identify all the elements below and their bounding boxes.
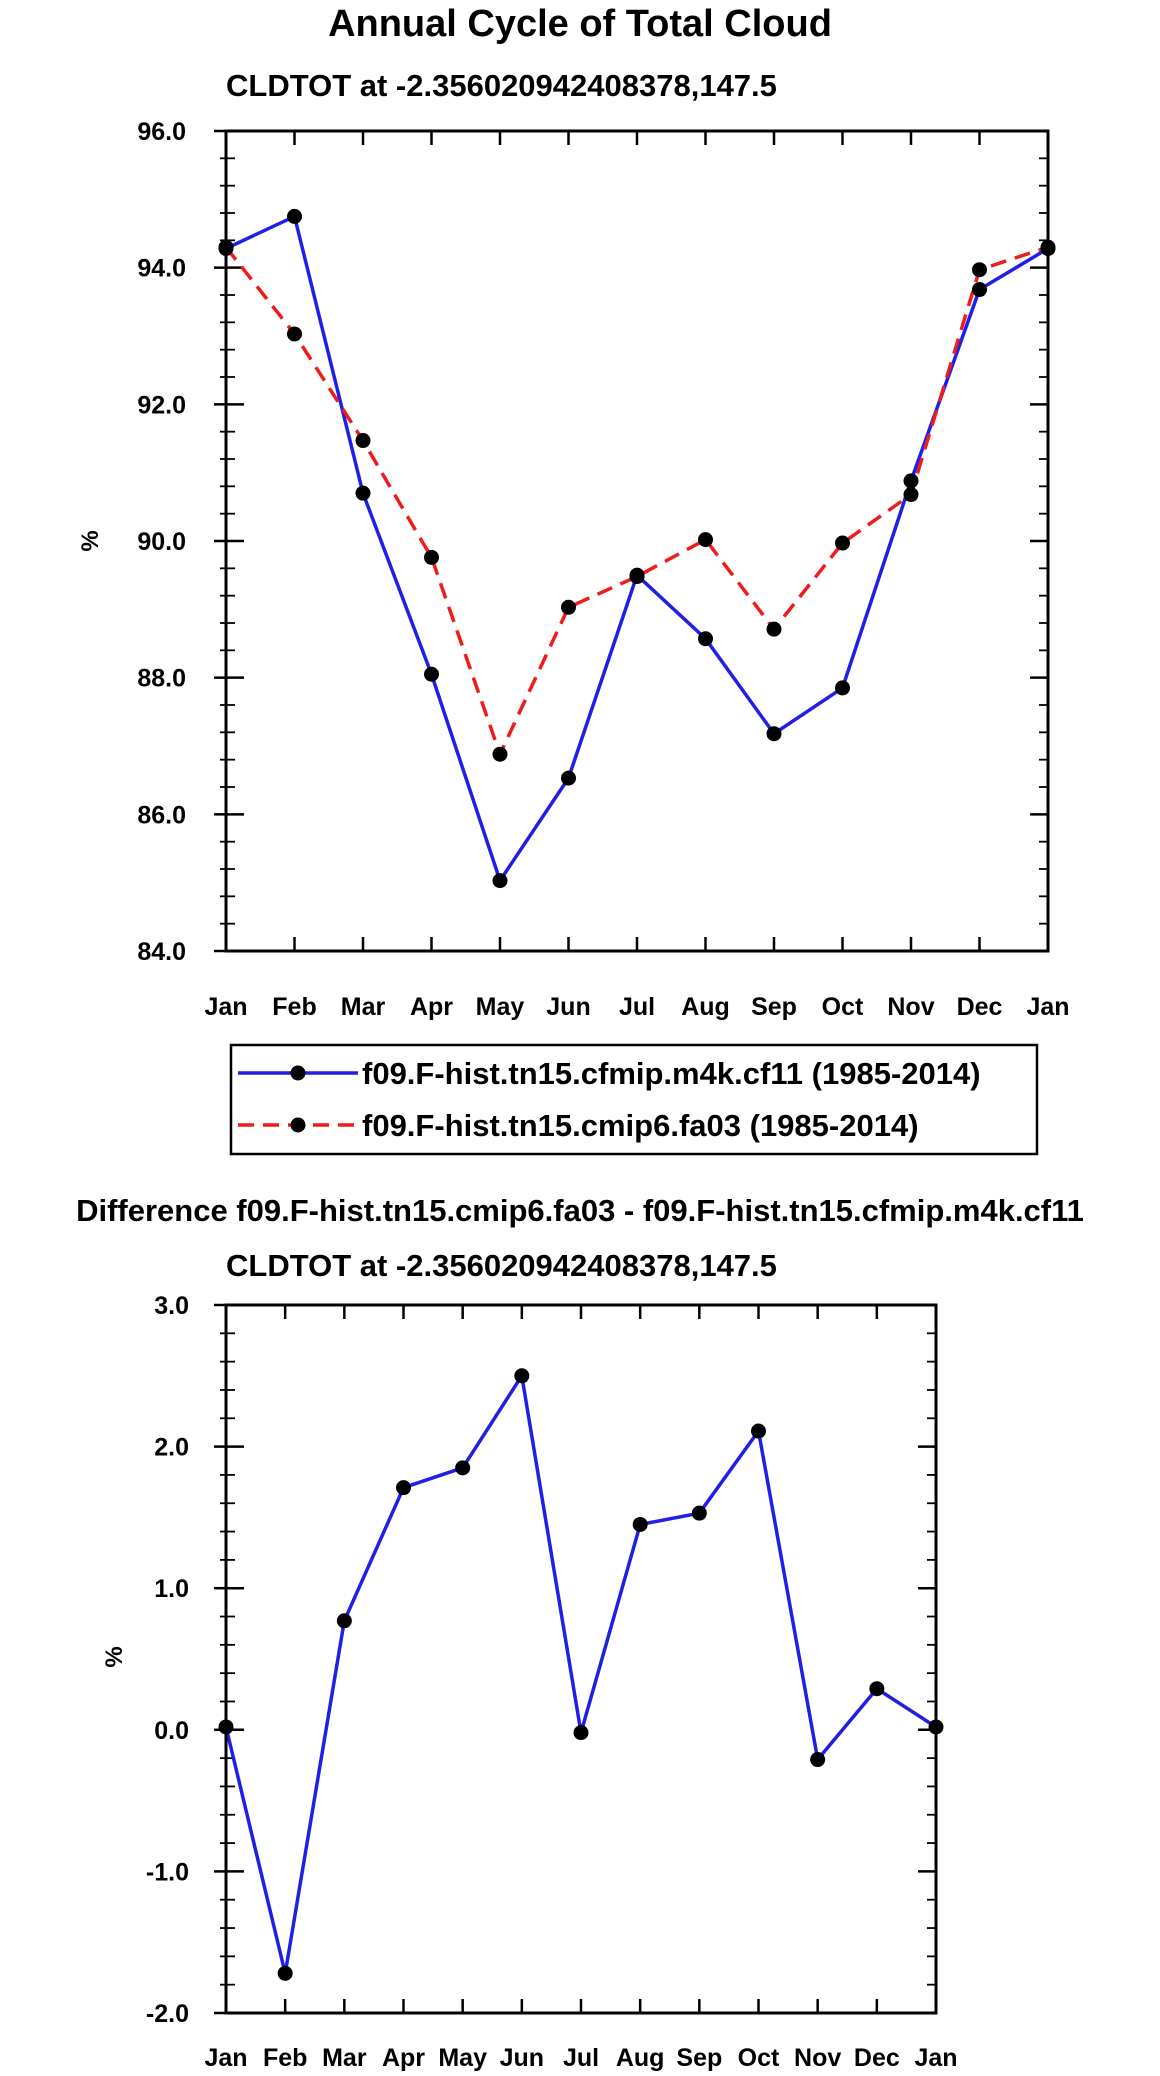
data-point-0-4 <box>455 1460 471 1476</box>
legend-entry-model-m4k: f09.F-hist.tn15.cfmip.m4k.cf11 (1985-201… <box>362 1056 981 1091</box>
x-tick-label: Feb <box>272 993 316 1021</box>
data-point-1-8 <box>766 621 782 637</box>
data-point-1-11 <box>972 262 987 278</box>
x-tick-label: Jul <box>563 2044 599 2072</box>
data-point-0-5 <box>514 1368 530 1384</box>
data-point-0-10 <box>810 1752 826 1768</box>
y-axis-label: % <box>77 530 104 551</box>
x-tick-label: Apr <box>410 993 453 1021</box>
series-line-0 <box>224 1374 937 1976</box>
y-tick-label: 0.0 <box>154 1717 189 1745</box>
data-point-0-11 <box>972 282 987 298</box>
data-point-1-1 <box>287 326 302 342</box>
y-tick-label: 84.0 <box>137 938 186 966</box>
legend-marker-model-m4k <box>290 1065 306 1081</box>
y-tick-label: 3.0 <box>154 1292 189 1320</box>
data-point-1-7 <box>698 532 713 548</box>
x-tick-label: Feb <box>263 2044 307 2072</box>
data-point-0-2 <box>336 1613 352 1629</box>
x-tick-label: Mar <box>322 2044 367 2072</box>
legend-box <box>229 1043 1039 1156</box>
data-point-0-9 <box>751 1423 766 1439</box>
data-point-1-10 <box>903 487 919 503</box>
difference-title: Difference f09.F-hist.tn15.cmip6.fa03 - … <box>76 1193 1084 1228</box>
data-point-1-5 <box>561 599 576 615</box>
y-axis-label: % <box>101 1646 128 1667</box>
data-point-1-2 <box>355 433 371 449</box>
data-point-1-9 <box>835 535 850 551</box>
data-point-0-11 <box>869 1681 885 1697</box>
x-tick-label: Aug <box>681 993 730 1021</box>
y-tick-label: -2.0 <box>146 2000 189 2028</box>
y-tick-label: 90.0 <box>137 528 186 556</box>
data-point-0-3 <box>424 666 439 682</box>
chart-title: Annual Cycle of Total Cloud <box>328 3 832 45</box>
data-point-0-6 <box>573 1725 589 1741</box>
x-tick-label: Dec <box>854 2044 900 2072</box>
x-tick-label: Jun <box>500 2044 544 2072</box>
x-tick-label: Jul <box>619 993 655 1021</box>
data-point-0-7 <box>698 631 713 647</box>
plot-frame <box>224 129 1050 953</box>
x-tick-label: May <box>438 2044 487 2072</box>
y-tick-label: 86.0 <box>137 801 186 829</box>
axis-ticks <box>214 1303 938 2015</box>
difference-chart: Difference f09.F-hist.tn15.cmip6.fa03 - … <box>76 1193 1084 2072</box>
series-group <box>218 1368 944 1981</box>
data-point-0-10 <box>903 473 919 489</box>
x-tick-label: Nov <box>887 993 934 1021</box>
x-tick-label: Oct <box>822 993 864 1021</box>
x-tick-label: Jun <box>546 993 590 1021</box>
plot-frame <box>224 1303 938 2015</box>
axis-ticks <box>214 129 1050 953</box>
data-point-0-4 <box>492 873 508 889</box>
tick-labels: Jan Feb Mar Apr May Jun Jul Aug Sep Oct Nov Dec Jan-… <box>146 1292 958 2072</box>
data-point-1-3 <box>424 549 439 565</box>
y-tick-label: 94.0 <box>137 255 186 283</box>
y-tick-label: 92.0 <box>137 391 186 419</box>
data-point-0-7 <box>632 1516 648 1532</box>
legend-marker-model-fa03 <box>290 1117 306 1133</box>
legend: f09.F-hist.tn15.cfmip.m4k.cf11 (1985-201… <box>229 1043 1039 1156</box>
x-tick-label: Jan <box>204 993 247 1021</box>
x-tick-label: Nov <box>794 2044 841 2072</box>
data-point-1-6 <box>629 569 645 585</box>
x-tick-label: Sep <box>751 993 797 1021</box>
x-tick-label: Jan <box>914 2044 957 2072</box>
x-tick-label: Sep <box>676 2044 722 2072</box>
data-point-0-8 <box>691 1505 707 1521</box>
data-point-0-1 <box>277 1965 293 1981</box>
x-tick-label: Mar <box>341 993 386 1021</box>
data-point-0-2 <box>355 485 371 501</box>
series-group <box>218 208 1056 889</box>
x-tick-label: Dec <box>957 993 1003 1021</box>
x-tick-label: May <box>476 993 525 1021</box>
y-tick-label: -1.0 <box>146 1858 189 1886</box>
series-line-1 <box>224 245 1049 756</box>
legend-entry-model-fa03: f09.F-hist.tn15.cmip6.fa03 (1985-2014) <box>362 1108 919 1143</box>
data-point-0-3 <box>396 1480 411 1496</box>
data-point-0-5 <box>561 770 576 786</box>
data-point-0-9 <box>835 680 850 696</box>
data-point-1-4 <box>492 746 508 762</box>
x-tick-label: Oct <box>738 2044 780 2072</box>
x-tick-label: Aug <box>616 2044 665 2072</box>
series-line-0 <box>225 214 1049 883</box>
y-tick-label: 96.0 <box>137 118 186 146</box>
x-tick-label: Apr <box>382 2044 425 2072</box>
difference-subtitle: CLDTOT at -2.356020942408378,147.5 <box>226 1248 777 1283</box>
data-point-0-8 <box>766 726 782 742</box>
tick-labels: Jan Feb Mar Apr May Jun Jul Aug Sep Oct Nov Dec Jan 8… <box>137 118 1069 1021</box>
x-tick-label: Jan <box>204 2044 247 2072</box>
y-tick-label: 2.0 <box>154 1434 189 1462</box>
y-tick-label: 1.0 <box>154 1575 189 1603</box>
annual-cycle-chart: Annual Cycle of Total Cloud CLDTOT at -2… <box>77 3 1070 1021</box>
data-point-0-1 <box>287 208 302 224</box>
y-tick-label: 88.0 <box>137 665 186 693</box>
x-tick-label: Jan <box>1026 993 1069 1021</box>
chart-subtitle: CLDTOT at -2.356020942408378,147.5 <box>226 68 777 103</box>
